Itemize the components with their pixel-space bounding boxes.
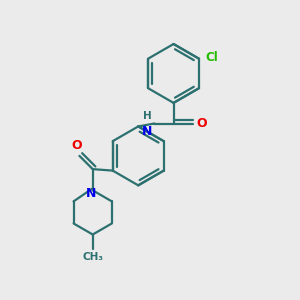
- Text: CH₃: CH₃: [82, 252, 103, 262]
- Text: H: H: [143, 111, 152, 121]
- Text: Cl: Cl: [206, 51, 218, 64]
- Text: O: O: [71, 140, 82, 152]
- Text: N: N: [86, 187, 96, 200]
- Text: N: N: [142, 125, 152, 138]
- Text: O: O: [196, 117, 207, 130]
